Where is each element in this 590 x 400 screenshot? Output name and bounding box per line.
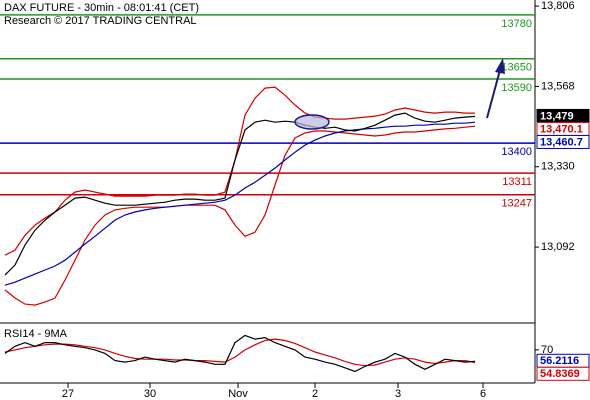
y-tick-label: 13,806 [541,0,575,12]
series-line [4,121,476,286]
chart-subtitle: Research © 2017 TRADING CENTRAL [4,15,197,27]
arrow-head [495,58,505,74]
price-tag [536,366,590,381]
price-tag-label: 54.8369 [540,368,580,380]
rsi-title: RSI14 - 9MA [4,328,68,340]
y-tick-label: 13,092 [541,241,575,253]
level-label: 13590 [501,82,532,94]
price-tag-label: 13,470.1 [540,123,583,135]
arrow-shaft [486,69,501,119]
highlight-ellipse [294,114,330,130]
series-line [4,338,476,367]
series-line [4,112,476,276]
x-tick-label: 2 [312,388,318,400]
y-tick-label: 70 [541,344,553,356]
series-line [4,86,475,256]
y-tick-label: 13,568 [541,80,575,92]
chart-title: DAX FUTURE - 30min - 08:01:41 (CET) [4,2,199,14]
price-tag [536,134,590,149]
level-label: 13650 [501,62,532,74]
y-tick-label: 13,330 [541,161,575,173]
x-tick-label: 27 [62,388,74,400]
price-tag-label: 13,479 [540,110,574,122]
price-tag-label: 13,460.7 [540,136,583,148]
price-tag-label: 56.2116 [540,355,579,367]
level-label: 13780 [501,18,532,30]
x-tick-label: 3 [395,388,401,400]
series-line [4,334,476,373]
x-tick-label: 6 [480,388,486,400]
level-label: 13247 [501,198,532,210]
x-tick-label: Nov [228,388,248,400]
level-label: 13311 [502,176,532,188]
series-line [4,125,476,306]
level-label: 13400 [501,146,532,158]
x-tick-label: 30 [144,388,156,400]
